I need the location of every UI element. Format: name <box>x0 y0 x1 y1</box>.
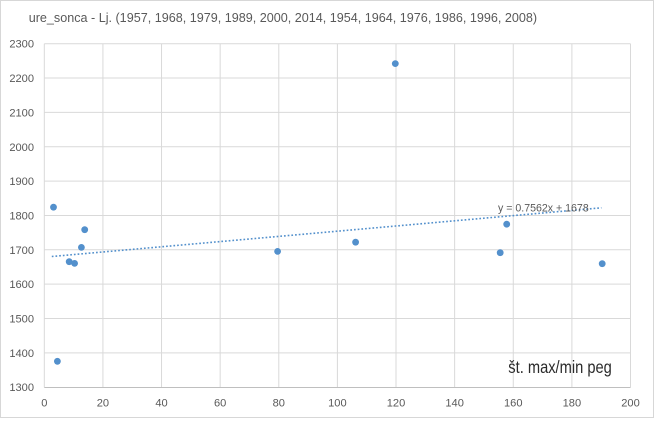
svg-text:ure_sonca - Lj. (1957, 1968, 1: ure_sonca - Lj. (1957, 1968, 1979, 1989,… <box>29 11 537 25</box>
svg-text:1800: 1800 <box>9 210 34 222</box>
svg-text:140: 140 <box>445 397 464 409</box>
svg-text:1700: 1700 <box>9 245 34 257</box>
svg-text:100: 100 <box>328 397 347 409</box>
svg-text:2300: 2300 <box>9 39 34 51</box>
svg-text:2200: 2200 <box>9 73 34 85</box>
svg-text:160: 160 <box>504 397 523 409</box>
svg-text:y = 0.7562x + 1678: y = 0.7562x + 1678 <box>498 203 589 215</box>
svg-text:1900: 1900 <box>9 176 34 188</box>
svg-text:180: 180 <box>563 397 582 409</box>
svg-text:80: 80 <box>273 397 285 409</box>
svg-text:1300: 1300 <box>9 382 34 394</box>
svg-text:200: 200 <box>621 397 640 409</box>
svg-text:1400: 1400 <box>9 348 34 360</box>
svg-text:1600: 1600 <box>9 279 34 291</box>
svg-text:20: 20 <box>97 397 109 409</box>
svg-text:2000: 2000 <box>9 142 34 154</box>
svg-text:2100: 2100 <box>9 107 34 119</box>
svg-text:0: 0 <box>41 397 47 409</box>
svg-text:št. max/min peg: št. max/min peg <box>508 357 612 377</box>
svg-text:40: 40 <box>155 397 167 409</box>
svg-text:60: 60 <box>214 397 226 409</box>
svg-text:120: 120 <box>387 397 406 409</box>
svg-text:1500: 1500 <box>9 314 34 326</box>
